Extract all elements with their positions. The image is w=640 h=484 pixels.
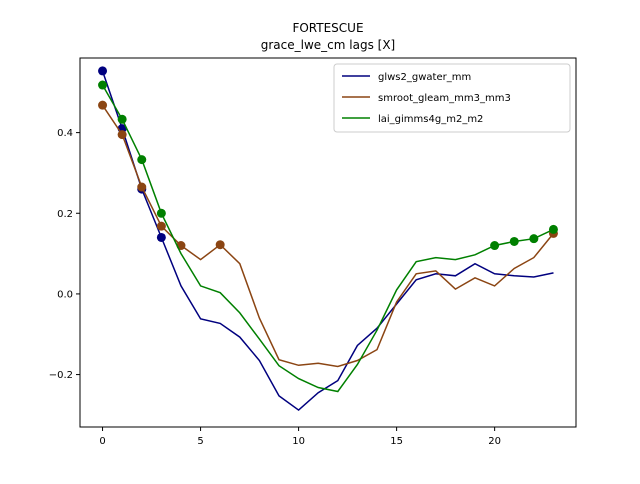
data-point-lai_gimms4g_m2_m2 [98, 80, 108, 90]
data-point-smroot_gleam_mm3_mm3 [156, 221, 166, 231]
data-point-lai_gimms4g_m2_m2 [509, 236, 519, 246]
y-tick-label: −0.2 [49, 370, 73, 381]
legend-label: glws2_gwater_mm [378, 72, 471, 83]
legend-label: lai_gimms4g_m2_m2 [378, 114, 483, 125]
series-line-glws2_gwater_mm [101, 70, 554, 412]
data-point-smroot_gleam_mm3_mm3 [215, 240, 225, 250]
y-tick-label: 0.4 [57, 128, 73, 139]
data-point-glws2_gwater_mm [156, 232, 166, 242]
data-point-lai_gimms4g_m2_m2 [548, 224, 558, 234]
legend-box [333, 63, 571, 133]
x-tick-label: 15 [390, 436, 403, 447]
data-point-smroot_gleam_mm3_mm3 [117, 130, 127, 140]
data-point-lai_gimms4g_m2_m2 [137, 155, 147, 165]
data-point-smroot_gleam_mm3_mm3 [137, 182, 147, 192]
plot-area [98, 66, 558, 412]
chart-title: FORTESCUE [292, 21, 363, 35]
x-tick-label: 10 [292, 436, 305, 447]
x-tick-label: 20 [488, 436, 501, 447]
chart-subtitle: grace_lwe_cm lags [X] [261, 38, 395, 52]
series-line-smroot_gleam_mm3_mm3 [101, 104, 555, 368]
x-tick-label: 5 [197, 436, 203, 447]
y-tick-label: 0.2 [57, 209, 73, 220]
data-point-lai_gimms4g_m2_m2 [529, 234, 539, 244]
data-point-smroot_gleam_mm3_mm3 [98, 100, 108, 110]
x-tick-label: 0 [99, 436, 105, 447]
legend: glws2_gwater_mm smroot_gleam_mm3_mm3 lai_g… [333, 63, 571, 133]
data-point-lai_gimms4g_m2_m2 [156, 208, 166, 218]
data-point-lai_gimms4g_m2_m2 [490, 241, 500, 251]
axes-frame [79, 57, 577, 428]
y-tick-label: 0.0 [57, 289, 73, 300]
data-point-glws2_gwater_mm [98, 66, 108, 76]
data-point-lai_gimms4g_m2_m2 [117, 114, 127, 124]
series-line-lai_gimms4g_m2_m2 [101, 84, 554, 393]
legend-label: smroot_gleam_mm3_mm3 [378, 93, 511, 104]
